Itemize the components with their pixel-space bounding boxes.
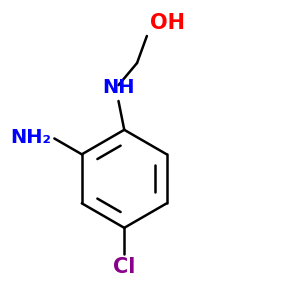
Text: NH₂: NH₂ xyxy=(11,128,52,146)
Text: OH: OH xyxy=(150,13,185,33)
Text: Cl: Cl xyxy=(113,257,135,277)
Text: NH: NH xyxy=(102,78,135,97)
